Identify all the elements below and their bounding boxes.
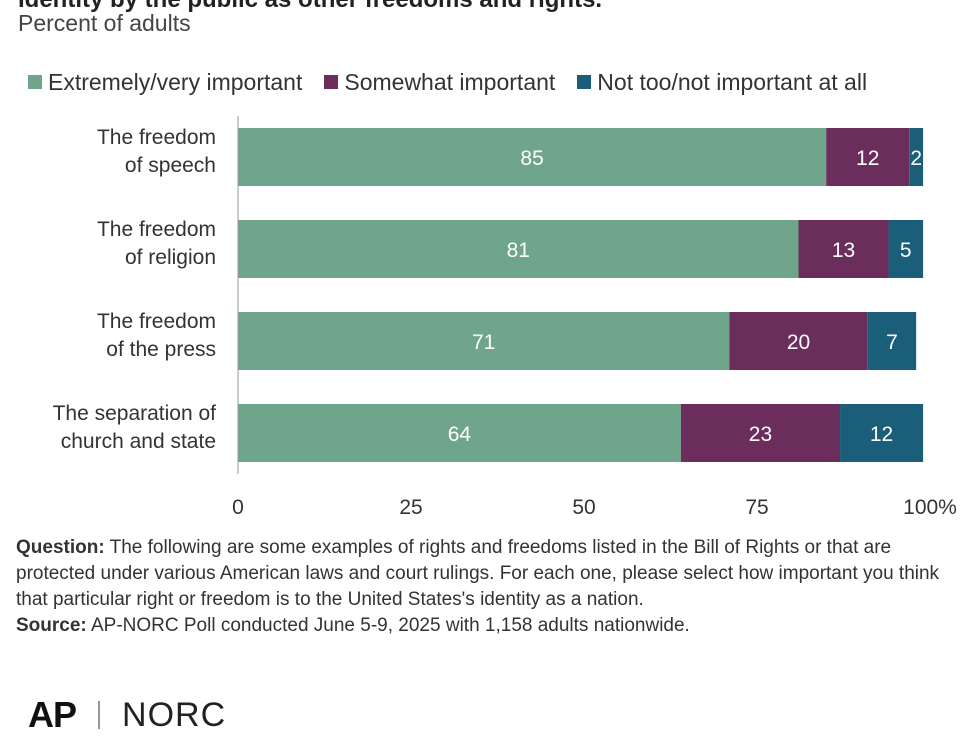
- data-label: 85: [520, 147, 543, 170]
- bar-segment: [729, 312, 868, 370]
- category-label: The freedom of the press: [97, 310, 216, 361]
- stacked-bar-chart: The freedom of speech 85 12 2 The freedom of r…: [53, 116, 957, 519]
- x-tick-label: 100%: [903, 496, 957, 519]
- x-tick-label: 25: [399, 496, 422, 519]
- legend-label-somewhat: Somewhat important: [344, 68, 556, 95]
- question-text: The following are some examples of right…: [16, 537, 940, 610]
- ap-logo: AP: [28, 694, 77, 735]
- data-label: 7: [886, 331, 898, 354]
- bar-segment: [238, 404, 681, 462]
- bar-segment: [238, 220, 799, 278]
- bar-segment: [680, 404, 841, 462]
- data-label: 81: [507, 239, 530, 262]
- legend-label-important: Extremely/very important: [48, 68, 303, 95]
- source-text: AP-NORC Poll conducted June 5-9, 2025 wi…: [90, 615, 690, 636]
- legend-label-not-important: Not too/not important at all: [597, 68, 868, 95]
- data-label: 5: [900, 239, 912, 262]
- question-note: Question: The following are some example…: [16, 535, 961, 613]
- data-label: 23: [749, 423, 772, 446]
- legend-item-somewhat: Somewhat important: [324, 69, 555, 96]
- bar-segment: [909, 128, 924, 186]
- chart-notes: Question: The following are some example…: [16, 535, 961, 639]
- category-label: The separation of church and state: [53, 402, 217, 453]
- legend-swatch-not-important: [577, 75, 592, 89]
- source-note: Source: AP-NORC Poll conducted June 5-9,…: [16, 613, 961, 639]
- data-label: 12: [856, 147, 879, 170]
- data-label: 71: [472, 331, 495, 354]
- bar-segment: [238, 312, 730, 370]
- norc-logo: NORC: [122, 695, 227, 734]
- x-tick-label: 0: [232, 496, 244, 519]
- data-label: 2: [910, 147, 922, 170]
- x-tick-label: 75: [745, 496, 768, 519]
- legend-swatch-somewhat: [324, 75, 339, 89]
- data-label: 13: [832, 239, 855, 262]
- category-label: The freedom of speech: [97, 126, 216, 177]
- bar-segment: [798, 220, 889, 278]
- data-label: 20: [787, 331, 810, 354]
- chart-legend: Extremely/very important Somewhat import…: [28, 68, 867, 96]
- legend-item-important: Extremely/very important: [28, 69, 302, 96]
- bar-segment: [840, 404, 924, 462]
- bar-segment: [826, 128, 910, 186]
- category-label: The freedom of religion: [97, 218, 216, 269]
- bar-segment: [867, 312, 917, 370]
- data-label: 12: [870, 423, 893, 446]
- logo-divider: [98, 701, 101, 729]
- footer-logos: AP NORC: [28, 694, 226, 735]
- chart-title: Identity by the public as other freedoms…: [18, 0, 602, 14]
- legend-swatch-important: [28, 75, 42, 89]
- legend-item-not-important: Not too/not important at all: [577, 69, 867, 96]
- bar-segment: [238, 128, 827, 186]
- x-tick-label: 50: [572, 496, 595, 519]
- source-label: Source:: [16, 615, 87, 636]
- bar-segment: [888, 220, 924, 278]
- question-label: Question:: [16, 537, 105, 558]
- chart-subtitle: Percent of adults: [18, 10, 191, 36]
- data-label: 64: [448, 423, 472, 446]
